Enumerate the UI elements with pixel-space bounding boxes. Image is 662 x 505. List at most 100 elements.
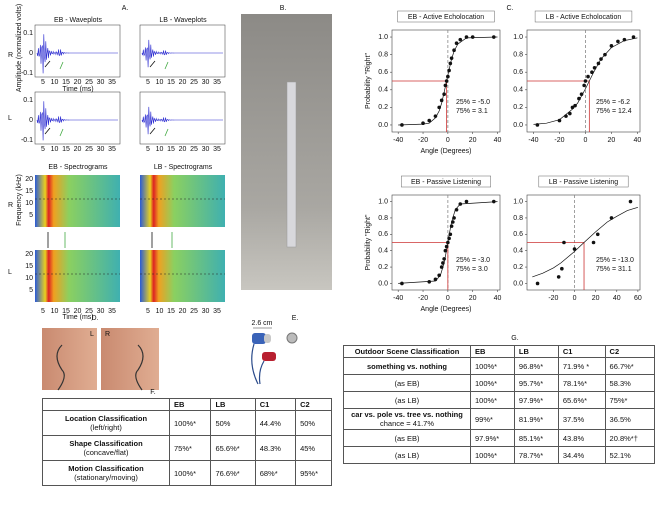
x-tick-label: -20: [554, 137, 564, 144]
header-cell: Outdoor Scene Classification: [343, 345, 471, 358]
cell: 68%*: [254, 460, 297, 486]
y-tick-label: 0.6: [513, 69, 523, 76]
tick-label: 25: [85, 79, 93, 86]
y-tick-label: 0.4: [378, 87, 388, 94]
row-label: (as EB): [343, 374, 471, 392]
cell: 97.9%*: [470, 429, 515, 447]
table-row: (as LB) 100%* 78.7%* 34.4% 52.1%: [343, 446, 656, 464]
panel-label: B.: [280, 5, 287, 12]
axis-label: Time (ms): [62, 314, 93, 321]
x-tick-label: 40: [613, 295, 621, 302]
tick-label: 5: [146, 308, 150, 315]
data-point: [448, 61, 453, 66]
cell: 36.5%: [604, 408, 656, 430]
waveform: [36, 101, 118, 141]
column-header: EB: [470, 345, 515, 358]
tick-label: 35: [213, 146, 221, 153]
data-point: [616, 39, 620, 44]
tick-label: 15: [25, 263, 33, 270]
cell: 76.6%*: [210, 460, 256, 486]
annotation: 75% = 3.0: [456, 266, 488, 273]
y-axis-label: Probability "Right": [365, 53, 372, 109]
data-point: [582, 83, 586, 88]
earphone-wire: [56, 344, 65, 391]
panel-label: C.: [507, 5, 514, 12]
data-point: [491, 35, 496, 39]
y-tick-label: 0.0: [378, 280, 388, 287]
x-axis-label: Angle (Degrees): [421, 148, 472, 155]
annotation: 25% = -13.0: [596, 257, 634, 264]
cell: 66.7%*: [604, 357, 656, 375]
x-tick-label: 20: [469, 295, 477, 302]
data-point: [590, 70, 594, 75]
header-row: EB LB C1 C2: [42, 398, 332, 411]
chart-title: LB - Passive Listening: [549, 179, 618, 186]
data-point: [443, 248, 448, 253]
cell: 71.9% *: [557, 357, 606, 375]
data-point: [592, 66, 597, 70]
waveform: [141, 106, 223, 135]
column-header: C2: [295, 398, 332, 411]
data-point: [437, 273, 441, 278]
data-point: [452, 48, 456, 53]
table-row: Shape Classification (concave/flat) 75%* 65…: [42, 435, 332, 461]
table-row: (as EB) 100%* 95.7%* 78.1%* 58.3%: [343, 374, 656, 392]
data-point: [444, 244, 449, 249]
x-axis-label: Angle (Degrees): [421, 306, 472, 313]
data-point: [439, 98, 444, 103]
tick-label: 15: [167, 308, 175, 315]
spectrogram: [35, 250, 120, 302]
data-point: [557, 118, 562, 123]
tick-label: 5: [41, 308, 45, 315]
plot-frame: [34, 24, 121, 78]
chart-title: EB - Passive Listening: [411, 179, 481, 186]
spectrogram: [140, 175, 225, 227]
y-tick-label: 1.0: [378, 198, 388, 205]
data-point: [448, 232, 453, 237]
row-title: (as LB): [394, 450, 420, 460]
tick-label: 15: [167, 79, 175, 86]
data-point: [442, 92, 446, 96]
table-row: Motion Classification (stationary/moving)…: [42, 460, 332, 486]
tick-label: 25: [85, 308, 93, 315]
tick-label: 15: [167, 146, 175, 153]
data-point: [427, 118, 432, 123]
cell: 75%*: [168, 435, 212, 461]
row-title: something vs. nothing: [367, 361, 447, 371]
tick-label: 35: [213, 79, 221, 86]
spectrogram: [35, 175, 120, 227]
cell: 65.6%*: [557, 391, 606, 409]
earphone-tip: [286, 332, 298, 344]
earphone-tip: [264, 334, 271, 343]
data-point: [464, 35, 469, 39]
channel-label: L: [8, 269, 12, 276]
cell: 37.5%: [557, 408, 606, 430]
tick-label: 30: [202, 79, 210, 86]
cell: 100%*: [470, 391, 515, 409]
cell: 50%: [210, 410, 256, 436]
tick-label: 20: [74, 146, 82, 153]
data-point: [437, 105, 441, 110]
data-point: [491, 199, 496, 204]
row-label: car vs. pole vs. tree vs. nothing chance …: [343, 408, 471, 430]
chart-title: EB - Active Echolocation: [408, 14, 484, 21]
x-tick-label: 20: [608, 137, 616, 144]
channel-label: R: [8, 52, 13, 59]
data-point: [421, 121, 425, 126]
earphone-wire: [135, 344, 144, 391]
y-tick-label: 0.8: [378, 215, 388, 222]
cell: 50%: [295, 410, 332, 436]
y-tick-label: 0.2: [378, 264, 388, 271]
y-tick-label: 0.8: [513, 51, 523, 58]
y-tick-label: 0.2: [513, 264, 523, 271]
cell: 97.9%*: [513, 391, 559, 409]
cell: 100%*: [168, 410, 212, 436]
data-point: [464, 199, 469, 204]
tick-label: 35: [108, 79, 116, 86]
tick-label: 10: [156, 146, 164, 153]
annotation: 75% = 12.4: [596, 108, 632, 115]
plot-frame: [34, 91, 121, 145]
channel-label: L: [8, 115, 12, 122]
cell: 100%*: [168, 460, 212, 486]
tick-label: 15: [25, 188, 33, 195]
